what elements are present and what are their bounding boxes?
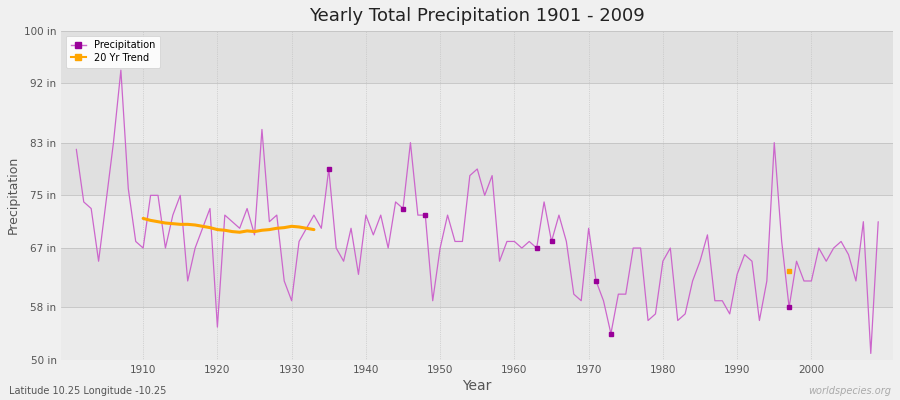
Bar bbox=[61, 83, 893, 143]
Bar bbox=[61, 195, 893, 248]
Y-axis label: Precipitation: Precipitation bbox=[7, 156, 20, 234]
Bar bbox=[61, 31, 893, 83]
Text: Latitude 10.25 Longitude -10.25: Latitude 10.25 Longitude -10.25 bbox=[9, 386, 166, 396]
Bar bbox=[61, 307, 893, 360]
Bar bbox=[61, 143, 893, 195]
Title: Yearly Total Precipitation 1901 - 2009: Yearly Total Precipitation 1901 - 2009 bbox=[310, 7, 645, 25]
Text: worldspecies.org: worldspecies.org bbox=[808, 386, 891, 396]
X-axis label: Year: Year bbox=[463, 379, 492, 393]
Legend: Precipitation, 20 Yr Trend: Precipitation, 20 Yr Trend bbox=[67, 36, 160, 68]
Bar bbox=[61, 248, 893, 307]
